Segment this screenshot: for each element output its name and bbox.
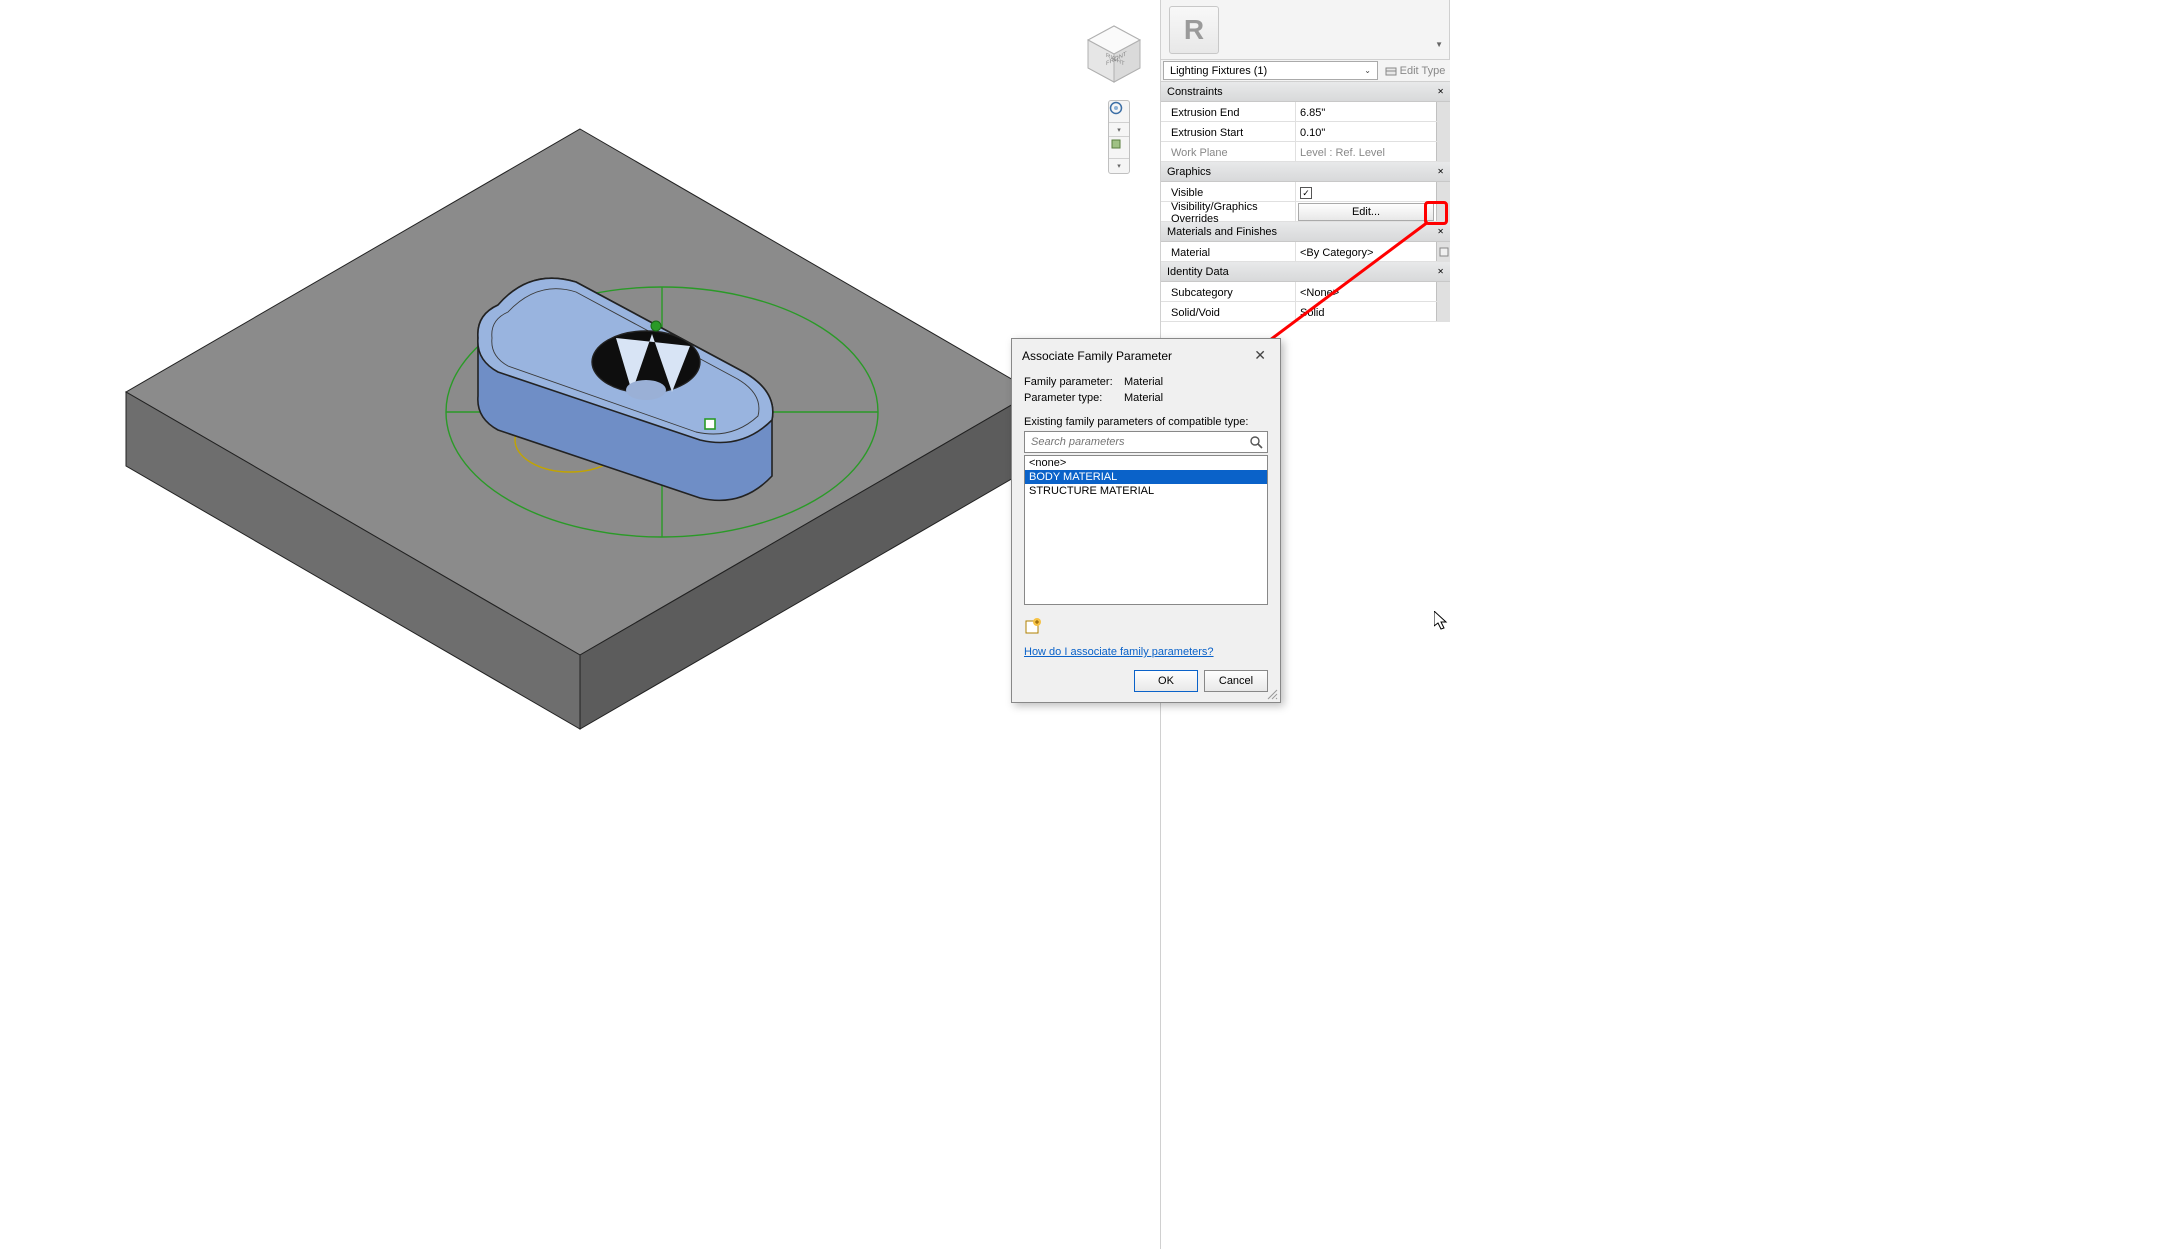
associate-parameter-dialog: Associate Family Parameter ✕ Family para… bbox=[1011, 338, 1281, 703]
visible-label: Visible bbox=[1161, 182, 1296, 201]
visible-assoc-button[interactable] bbox=[1436, 182, 1450, 201]
search-parameters-box bbox=[1024, 431, 1268, 453]
material-value[interactable]: <By Category> bbox=[1296, 242, 1436, 261]
extrusion-end-value[interactable]: 6.85" bbox=[1296, 102, 1436, 121]
revit-logo-icon: R bbox=[1169, 6, 1219, 54]
type-selector[interactable]: Lighting Fixtures (1) ⌄ bbox=[1163, 61, 1378, 80]
search-parameters-input[interactable] bbox=[1025, 434, 1245, 450]
solidvoid-label: Solid/Void bbox=[1161, 302, 1296, 321]
subcategory-label: Subcategory bbox=[1161, 282, 1296, 301]
nav-tools: ▾ ▾ bbox=[1108, 100, 1130, 174]
param-item-body-material[interactable]: BODY MATERIAL bbox=[1025, 470, 1267, 484]
param-type-value: Material bbox=[1124, 392, 1163, 404]
material-label: Material bbox=[1161, 242, 1296, 261]
type-selector-text: Lighting Fixtures (1) bbox=[1170, 65, 1267, 77]
resize-grip-icon[interactable] bbox=[1266, 688, 1278, 700]
family-param-value: Material bbox=[1124, 376, 1163, 388]
subcategory-assoc-button bbox=[1436, 282, 1450, 301]
section-identity[interactable]: Identity Data ✕ bbox=[1161, 262, 1450, 282]
nav-collapse-icon[interactable]: ▾ bbox=[1109, 159, 1129, 173]
existing-params-label: Existing family parameters of compatible… bbox=[1024, 416, 1268, 428]
section-materials[interactable]: Materials and Finishes ✕ bbox=[1161, 222, 1450, 242]
material-assoc-button[interactable] bbox=[1436, 242, 1450, 261]
extrusion-start-label: Extrusion Start bbox=[1161, 122, 1296, 141]
section-graphics-title: Graphics bbox=[1167, 166, 1211, 178]
vis-overrides-label: Visibility/Graphics Overrides bbox=[1161, 202, 1296, 221]
viewcube[interactable]: FRONT RIGHT bbox=[1080, 20, 1148, 91]
param-item-structure-material[interactable]: STRUCTURE MATERIAL bbox=[1025, 484, 1267, 498]
section-graphics[interactable]: Graphics ✕ bbox=[1161, 162, 1450, 182]
extrusion-start-value[interactable]: 0.10" bbox=[1296, 122, 1436, 141]
vis-overrides-edit-button[interactable]: Edit... bbox=[1298, 203, 1434, 221]
section-constraints[interactable]: Constraints ✕ bbox=[1161, 82, 1450, 102]
help-link[interactable]: How do I associate family parameters? bbox=[1024, 646, 1268, 658]
solidvoid-assoc-button bbox=[1436, 302, 1450, 321]
subcategory-value[interactable]: <None> bbox=[1296, 282, 1436, 301]
dialog-close-button[interactable]: ✕ bbox=[1250, 347, 1270, 364]
param-type-label: Parameter type: bbox=[1024, 392, 1124, 404]
vis-overrides-assoc-button bbox=[1436, 202, 1450, 221]
panel-dropdown-icon[interactable]: ▼ bbox=[1435, 40, 1443, 49]
family-type-image: R ▼ bbox=[1161, 0, 1450, 60]
cancel-button[interactable]: Cancel bbox=[1204, 670, 1268, 692]
extrusion-end-label: Extrusion End bbox=[1161, 102, 1296, 121]
steering-wheel-icon[interactable] bbox=[1109, 101, 1129, 123]
work-plane-assoc-button bbox=[1436, 142, 1450, 161]
visible-value[interactable]: ✓ bbox=[1296, 182, 1436, 201]
nav-menu-icon[interactable]: ▾ bbox=[1109, 123, 1129, 137]
extrusion-end-assoc-button[interactable] bbox=[1436, 102, 1450, 121]
extrusion-start-assoc-button[interactable] bbox=[1436, 122, 1450, 141]
search-icon[interactable] bbox=[1245, 435, 1267, 449]
edit-type-label: Edit Type bbox=[1400, 65, 1446, 77]
3d-viewport[interactable]: FRONT RIGHT ▾ ▾ bbox=[0, 0, 1160, 1249]
solidvoid-value[interactable]: Solid bbox=[1296, 302, 1436, 321]
section-identity-title: Identity Data bbox=[1167, 266, 1229, 278]
ok-button[interactable]: OK bbox=[1134, 670, 1198, 692]
parameter-list[interactable]: <none> BODY MATERIAL STRUCTURE MATERIAL bbox=[1024, 455, 1268, 605]
new-parameter-button[interactable] bbox=[1024, 617, 1268, 638]
param-item-none[interactable]: <none> bbox=[1025, 456, 1267, 470]
family-param-label: Family parameter: bbox=[1024, 376, 1124, 388]
edit-type-button[interactable]: Edit Type bbox=[1380, 60, 1450, 81]
work-plane-value: Level : Ref. Level bbox=[1296, 142, 1436, 161]
section-constraints-title: Constraints bbox=[1167, 86, 1223, 98]
edit-type-icon bbox=[1385, 65, 1397, 77]
dialog-title-text: Associate Family Parameter bbox=[1022, 349, 1172, 363]
work-plane-label: Work Plane bbox=[1161, 142, 1296, 161]
visible-checkbox[interactable]: ✓ bbox=[1300, 187, 1312, 199]
section-materials-title: Materials and Finishes bbox=[1167, 226, 1277, 238]
pan-icon[interactable] bbox=[1109, 137, 1129, 159]
blank-area bbox=[1450, 0, 2163, 1249]
